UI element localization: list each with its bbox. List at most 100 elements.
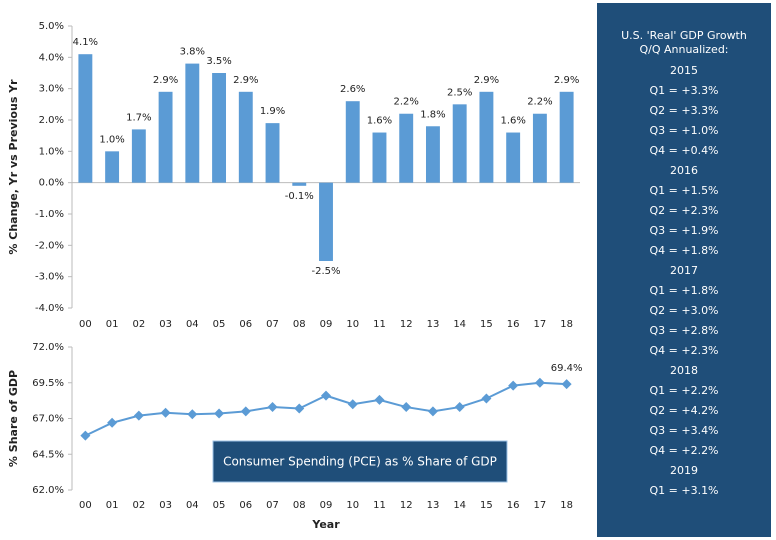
- y-tick-label: -1.0%: [35, 209, 64, 220]
- data-label: 2.9%: [233, 75, 258, 86]
- x-tick-label: 06: [239, 319, 252, 330]
- marker: [347, 399, 358, 410]
- y-tick-label: 69.5%: [32, 378, 64, 389]
- panel-item: Q3 = +1.0%: [649, 124, 719, 137]
- y-tick-label: 67.0%: [32, 414, 64, 425]
- panel-year: 2016: [670, 164, 698, 177]
- data-label: 3.5%: [206, 56, 231, 67]
- x-tick-label: 04: [186, 319, 199, 330]
- panel-year: 2018: [670, 364, 698, 377]
- data-label: 2.2%: [394, 97, 419, 108]
- x-tick-label: 14: [453, 319, 466, 330]
- gdp-panel: U.S. 'Real' GDP Growth Q/Q Annualized: 20…: [597, 3, 771, 537]
- data-label: 2.6%: [340, 84, 365, 95]
- bar: [345, 101, 360, 183]
- data-label: 1.0%: [99, 134, 124, 145]
- bar: [559, 91, 574, 183]
- y-tick-label: -2.0%: [35, 240, 64, 251]
- y-tick-label: 2.0%: [39, 115, 64, 126]
- x-tick-label: 16: [507, 319, 520, 330]
- bar: [319, 182, 333, 261]
- x-tick-label: 05: [213, 500, 226, 511]
- panel-item: Q2 = +4.2%: [649, 404, 719, 417]
- annotation: Consumer Spending (PCE) as % Share of GD…: [223, 455, 497, 469]
- x-tick-label: 17: [534, 319, 547, 330]
- panel-year: 2015: [670, 64, 698, 77]
- data-label: 2.9%: [554, 75, 579, 86]
- x-tick-label: 15: [480, 500, 493, 511]
- data-label: 1.6%: [500, 116, 525, 127]
- panel-item: Q1 = +2.2%: [649, 384, 719, 397]
- marker: [80, 430, 91, 441]
- bar: [238, 91, 253, 183]
- y-tick-label: 4.0%: [39, 52, 64, 63]
- x-axis-label: Year: [311, 518, 340, 531]
- x-tick-label: 10: [346, 500, 359, 511]
- panel-item: Q4 = +1.8%: [649, 244, 719, 257]
- panel-item: Q2 = +3.3%: [649, 104, 719, 117]
- marker: [267, 402, 278, 413]
- bar: [399, 113, 414, 183]
- panel-year: 2017: [670, 264, 698, 277]
- x-tick-label: 15: [480, 319, 493, 330]
- data-label: 2.2%: [527, 97, 552, 108]
- bar: [292, 182, 307, 186]
- data-label: -2.5%: [311, 266, 340, 277]
- x-tick-label: 13: [427, 500, 440, 511]
- panel-item: Q1 = +3.1%: [649, 484, 719, 497]
- marker: [133, 410, 144, 421]
- y-tick-label: 64.5%: [32, 449, 64, 460]
- data-label: 2.9%: [474, 75, 499, 86]
- x-tick-label: 01: [106, 500, 119, 511]
- marker: [214, 408, 225, 419]
- panel-item: Q1 = +1.5%: [649, 184, 719, 197]
- marker: [454, 402, 465, 413]
- x-tick-label: 00: [79, 319, 92, 330]
- y-tick-label: 5.0%: [39, 21, 64, 32]
- bar: [425, 126, 440, 183]
- bar: [78, 54, 93, 183]
- x-tick-label: 06: [239, 500, 252, 511]
- x-tick-label: 09: [320, 319, 333, 330]
- y-tick-label: 62.0%: [32, 485, 64, 496]
- x-tick-label: 11: [373, 500, 386, 511]
- panel-year: 2019: [670, 464, 698, 477]
- marker: [427, 406, 438, 417]
- bar: [212, 73, 227, 183]
- panel-item: Q3 = +2.8%: [649, 324, 719, 337]
- data-label: 1.8%: [420, 109, 445, 120]
- x-tick-label: 05: [213, 319, 226, 330]
- marker: [481, 393, 492, 404]
- x-tick-label: 12: [400, 319, 413, 330]
- bar: [532, 113, 547, 183]
- bar: [105, 151, 120, 183]
- x-tick-label: 00: [79, 500, 92, 511]
- x-tick-label: 07: [266, 500, 279, 511]
- x-tick-label: 12: [400, 500, 413, 511]
- panel-item: Q4 = +2.2%: [649, 444, 719, 457]
- x-tick-label: 10: [346, 319, 359, 330]
- bar: [452, 104, 467, 183]
- panel-item: Q4 = +0.4%: [649, 144, 719, 157]
- marker: [240, 406, 251, 417]
- x-tick-label: 03: [159, 500, 172, 511]
- panel-item: Q4 = +2.3%: [649, 344, 719, 357]
- marker: [561, 379, 572, 390]
- x-tick-label: 01: [106, 319, 119, 330]
- marker: [374, 394, 385, 405]
- bar: [479, 91, 494, 183]
- y-tick-label: -4.0%: [35, 303, 64, 314]
- x-tick-label: 17: [534, 500, 547, 511]
- bar: [131, 129, 146, 183]
- bar: [158, 91, 173, 183]
- x-tick-label: 08: [293, 319, 306, 330]
- x-tick-label: 03: [159, 319, 172, 330]
- x-tick-label: 08: [293, 500, 306, 511]
- bar: [265, 123, 280, 183]
- x-tick-label: 09: [320, 500, 333, 511]
- x-tick-label: 18: [560, 500, 573, 511]
- marker: [107, 417, 118, 428]
- panel-item: Q3 = +1.9%: [649, 224, 719, 237]
- panel-item: Q2 = +3.0%: [649, 304, 719, 317]
